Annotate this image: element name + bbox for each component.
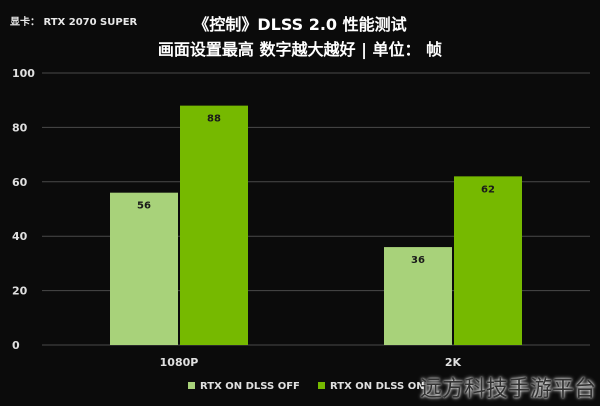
y-tick-label: 20: [12, 285, 28, 298]
legend-label: RTX ON DLSS OFF: [200, 381, 300, 392]
y-tick-label: 0: [12, 339, 20, 352]
chart-subtitle: 画面设置最高 数字越大越好 | 单位： 帧: [157, 40, 443, 59]
bar: [180, 105, 248, 345]
y-tick-label: 40: [12, 230, 28, 243]
y-tick-label: 80: [12, 121, 28, 134]
x-tick-label: 1080P: [160, 356, 199, 369]
y-tick-label: 100: [12, 67, 35, 80]
chart-title: 《控制》DLSS 2.0 性能测试: [193, 15, 407, 34]
bar: [110, 192, 178, 345]
bar: [384, 247, 452, 345]
data-label: 62: [481, 184, 495, 195]
x-tick-label: 2K: [445, 356, 462, 369]
gpu-label: 显卡： RTX 2070 SUPER: [10, 17, 138, 28]
watermark-text: 远方科技手游平台: [419, 377, 596, 402]
legend-swatch: [318, 382, 325, 389]
legend-swatch: [188, 382, 195, 389]
data-label: 56: [137, 201, 151, 212]
data-label: 88: [207, 114, 221, 125]
data-label: 36: [411, 255, 425, 266]
y-tick-label: 60: [12, 176, 28, 189]
bar: [454, 176, 522, 345]
legend-label: RTX ON DLSS ON: [330, 381, 425, 392]
